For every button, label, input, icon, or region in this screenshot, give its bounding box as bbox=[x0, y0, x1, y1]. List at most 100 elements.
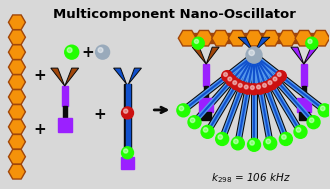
Circle shape bbox=[246, 47, 262, 63]
Circle shape bbox=[238, 83, 242, 87]
Polygon shape bbox=[291, 47, 304, 64]
Bar bbox=[199, 98, 213, 112]
Polygon shape bbox=[228, 30, 246, 46]
Bar bbox=[201, 112, 211, 120]
Bar bbox=[125, 84, 129, 153]
Circle shape bbox=[121, 107, 134, 119]
Circle shape bbox=[248, 84, 259, 95]
Polygon shape bbox=[212, 30, 230, 46]
Text: +: + bbox=[33, 122, 46, 137]
Text: +: + bbox=[93, 107, 106, 122]
Polygon shape bbox=[295, 30, 313, 46]
Polygon shape bbox=[312, 30, 330, 46]
Circle shape bbox=[222, 71, 233, 82]
Circle shape bbox=[243, 83, 253, 94]
Text: +: + bbox=[81, 45, 94, 60]
Circle shape bbox=[268, 81, 272, 84]
Circle shape bbox=[294, 125, 307, 138]
Polygon shape bbox=[206, 47, 219, 64]
Circle shape bbox=[231, 137, 244, 150]
Circle shape bbox=[271, 75, 282, 86]
Circle shape bbox=[308, 39, 312, 43]
Polygon shape bbox=[9, 164, 25, 179]
Bar bbox=[299, 112, 309, 120]
Circle shape bbox=[266, 139, 271, 144]
Bar bbox=[297, 98, 311, 112]
Circle shape bbox=[266, 79, 277, 90]
Text: Multicomponent Nano-Oscillator: Multicomponent Nano-Oscillator bbox=[53, 8, 296, 21]
Polygon shape bbox=[9, 75, 25, 89]
Polygon shape bbox=[245, 30, 263, 46]
Polygon shape bbox=[9, 105, 25, 119]
Polygon shape bbox=[9, 90, 25, 104]
Circle shape bbox=[226, 75, 237, 86]
Circle shape bbox=[124, 109, 128, 113]
Circle shape bbox=[320, 106, 325, 111]
Circle shape bbox=[318, 104, 330, 117]
Polygon shape bbox=[255, 37, 270, 51]
Circle shape bbox=[194, 39, 199, 43]
Bar bbox=[58, 118, 72, 132]
Bar bbox=[301, 64, 307, 86]
Text: $k_{298}$ = 106 kHz: $k_{298}$ = 106 kHz bbox=[211, 171, 291, 185]
Circle shape bbox=[244, 85, 248, 89]
Circle shape bbox=[192, 37, 204, 49]
Bar bbox=[204, 86, 208, 98]
Polygon shape bbox=[9, 15, 25, 30]
Text: +: + bbox=[33, 68, 46, 83]
Circle shape bbox=[237, 81, 248, 92]
Circle shape bbox=[309, 118, 314, 122]
Polygon shape bbox=[9, 135, 25, 149]
Circle shape bbox=[296, 128, 301, 132]
Circle shape bbox=[261, 81, 272, 92]
Polygon shape bbox=[178, 30, 196, 46]
Circle shape bbox=[231, 79, 242, 90]
Bar bbox=[63, 106, 67, 118]
Bar bbox=[62, 86, 68, 106]
Polygon shape bbox=[51, 68, 65, 86]
Circle shape bbox=[257, 85, 260, 89]
Circle shape bbox=[224, 73, 227, 76]
Circle shape bbox=[228, 77, 232, 81]
Polygon shape bbox=[262, 30, 280, 46]
Circle shape bbox=[216, 132, 229, 146]
Polygon shape bbox=[128, 68, 142, 84]
Circle shape bbox=[233, 81, 237, 84]
Circle shape bbox=[188, 116, 201, 129]
Circle shape bbox=[96, 45, 110, 59]
Circle shape bbox=[273, 77, 277, 81]
Circle shape bbox=[263, 83, 266, 87]
Circle shape bbox=[65, 45, 79, 59]
Circle shape bbox=[280, 132, 292, 146]
Circle shape bbox=[255, 83, 266, 94]
Polygon shape bbox=[195, 30, 213, 46]
Circle shape bbox=[276, 71, 286, 82]
Polygon shape bbox=[192, 47, 206, 64]
Polygon shape bbox=[114, 68, 126, 84]
Circle shape bbox=[249, 50, 254, 56]
Bar bbox=[124, 84, 131, 153]
Circle shape bbox=[67, 48, 72, 53]
Polygon shape bbox=[9, 45, 25, 60]
Circle shape bbox=[177, 104, 190, 117]
Circle shape bbox=[277, 73, 281, 76]
Circle shape bbox=[218, 135, 222, 139]
Circle shape bbox=[121, 147, 134, 159]
Polygon shape bbox=[65, 68, 79, 86]
Polygon shape bbox=[9, 30, 25, 45]
Circle shape bbox=[124, 149, 128, 153]
Polygon shape bbox=[9, 60, 25, 74]
Polygon shape bbox=[279, 30, 296, 46]
Circle shape bbox=[234, 139, 238, 144]
Circle shape bbox=[281, 135, 286, 139]
Bar bbox=[302, 86, 306, 98]
Circle shape bbox=[306, 37, 318, 49]
Circle shape bbox=[307, 116, 320, 129]
Polygon shape bbox=[9, 149, 25, 164]
Circle shape bbox=[190, 118, 195, 122]
Bar bbox=[187, 33, 321, 43]
Circle shape bbox=[98, 48, 103, 53]
Circle shape bbox=[179, 106, 184, 111]
Polygon shape bbox=[304, 47, 318, 64]
Circle shape bbox=[250, 86, 254, 90]
